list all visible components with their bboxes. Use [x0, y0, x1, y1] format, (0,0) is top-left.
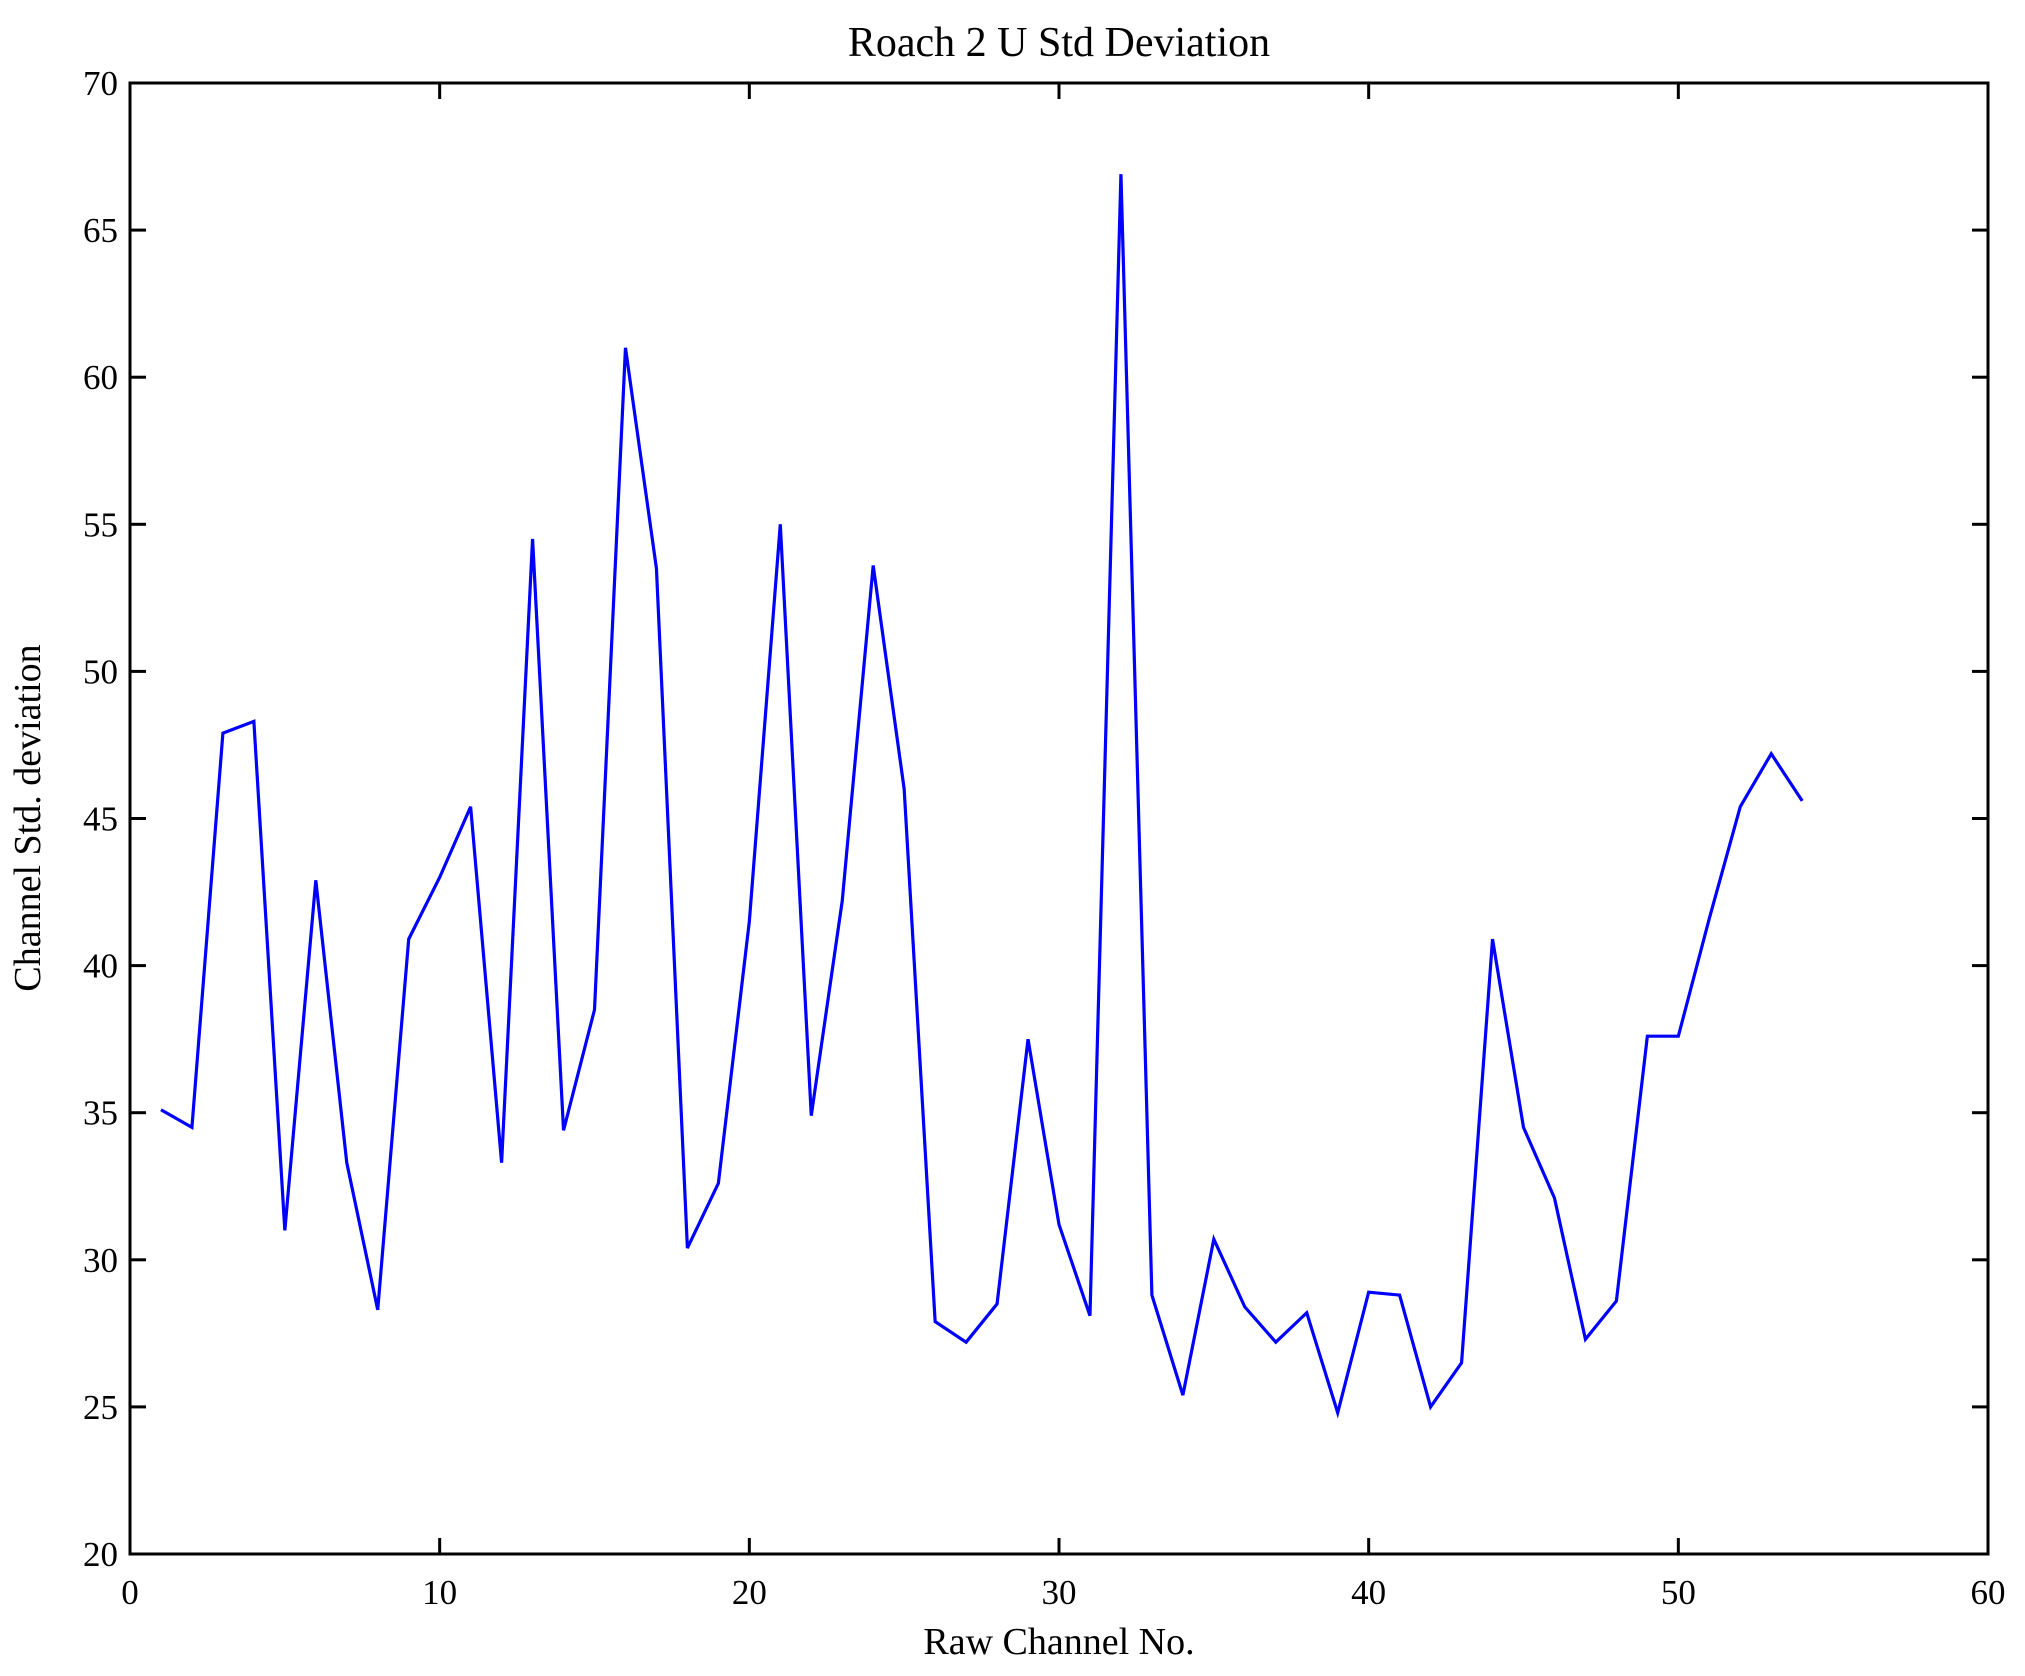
tick-label: 45: [83, 800, 118, 839]
tick-label: 65: [83, 211, 118, 250]
tick-label: 70: [83, 64, 118, 103]
y-tick-labels: 20 25 30 35 40 45 50 55 60 65 70: [83, 64, 118, 1574]
tick-label: 25: [83, 1388, 118, 1427]
tick-label: 20: [83, 1535, 118, 1574]
tick-label: 60: [83, 358, 118, 397]
chart-title: Roach 2 U Std Deviation: [848, 20, 1270, 66]
y-axis-label: Channel Std. deviation: [7, 644, 49, 991]
tick-label: 40: [83, 947, 118, 986]
tick-label: 30: [83, 1241, 118, 1280]
tick-label: 40: [1351, 1573, 1386, 1612]
tick-marks: [128, 81, 1990, 1556]
x-axis-label: Raw Channel No.: [923, 1621, 1194, 1663]
tick-label: 0: [121, 1573, 139, 1612]
tick-label: 55: [83, 505, 118, 544]
tick-label: 35: [83, 1094, 118, 1133]
tick-label: 50: [83, 652, 118, 691]
tick-label: 50: [1661, 1573, 1696, 1612]
tick-label: 60: [1971, 1573, 2006, 1612]
x-tick-labels: 0 10 20 30 40 50 60: [121, 1573, 2005, 1612]
tick-label: 10: [422, 1573, 457, 1612]
tick-label: 30: [1042, 1573, 1077, 1612]
plot-box: [128, 81, 1990, 1556]
tick-label: 20: [732, 1573, 767, 1612]
series-line: [160, 174, 1804, 1419]
